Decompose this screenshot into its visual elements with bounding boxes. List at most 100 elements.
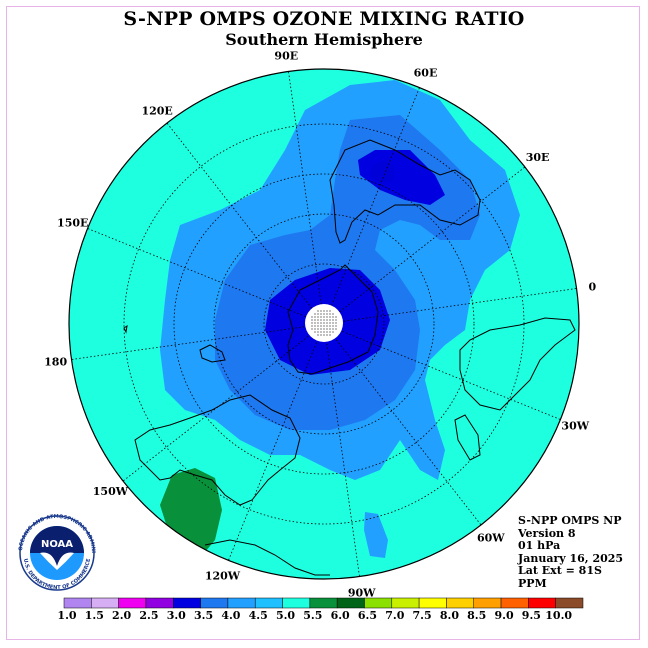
- polar-grid-dot: [314, 322, 316, 324]
- polar-grid-dot: [326, 334, 328, 336]
- polar-grid-dot: [332, 328, 334, 330]
- colorbar-label: 6.0: [331, 609, 350, 622]
- map-boundary: [68, 68, 580, 580]
- info-instrument: S-NPP OMPS NP: [518, 514, 622, 527]
- colorbar-swatch: [227, 597, 256, 609]
- colorbar-swatch: [173, 597, 201, 609]
- polar-grid-dot: [311, 325, 313, 327]
- colorbar-swatch: [500, 597, 529, 609]
- polar-grid-dot: [332, 325, 334, 327]
- colorbar-label: 6.5: [358, 609, 377, 622]
- polar-grid-dot: [320, 328, 322, 330]
- polar-grid-dot: [329, 310, 331, 312]
- colorbar-label: 3.5: [194, 609, 213, 622]
- info-version: Version 8: [518, 526, 576, 540]
- polar-grid-dot: [326, 316, 328, 318]
- polar-grid-dot: [332, 316, 334, 318]
- polar-grid-dot: [314, 319, 316, 321]
- polar-gap-grid: [311, 310, 337, 336]
- polar-grid-dot: [332, 313, 334, 315]
- info-level: 01 hPa: [518, 539, 561, 552]
- colorbar-label: 7.5: [413, 609, 432, 622]
- polar-grid-dot: [317, 319, 319, 321]
- polar-grid-dot: [332, 331, 334, 333]
- polar-grid-dot: [314, 328, 316, 330]
- polar-grid-dot: [332, 322, 334, 324]
- longitude-label: 60E: [414, 67, 438, 80]
- colorbar-label: 4.0: [221, 609, 240, 622]
- polar-grid-dot: [335, 328, 337, 330]
- longitude-label: 60W: [477, 532, 505, 545]
- polar-grid-dot: [311, 319, 313, 321]
- colorbar-label: 9.5: [522, 609, 541, 622]
- info-lat-ext: Lat Ext = 81S: [518, 564, 602, 577]
- longitude-label: 120W: [205, 569, 241, 582]
- polar-grid-dot: [320, 316, 322, 318]
- polar-grid-dot: [317, 331, 319, 333]
- polar-grid-dot: [314, 331, 316, 333]
- colorbar-label: 1.0: [57, 609, 76, 622]
- polar-grid-dot: [320, 334, 322, 336]
- longitude-label: 150W: [93, 485, 129, 498]
- info-panel: S-NPP OMPS NP Version 8 01 hPa January 1…: [518, 514, 623, 590]
- colorbar: 1.0 1.5 2.0 2.5 3.0 3.5 4.0 4.5 5.0 5.5 6.0 6.5 7.0 7…: [57, 597, 584, 622]
- polar-grid-dot: [329, 331, 331, 333]
- colorbar-swatch: [145, 597, 174, 609]
- contour-2-5: [370, 160, 395, 183]
- polar-grid-dot: [335, 319, 337, 321]
- page-subtitle: Southern Hemisphere: [225, 30, 423, 49]
- colorbar-label: 10.0: [545, 609, 572, 622]
- polar-grid-dot: [326, 331, 328, 333]
- polar-grid-dot: [335, 325, 337, 327]
- colorbar-swatch: [473, 597, 502, 609]
- polar-grid-dot: [323, 310, 325, 312]
- colorbar-label: 8.0: [440, 609, 459, 622]
- polar-grid-dot: [326, 328, 328, 330]
- polar-grid-dot: [326, 313, 328, 315]
- polar-grid-dot: [317, 334, 319, 336]
- longitude-label: 150E: [57, 216, 88, 229]
- colorbar-label: 5.0: [276, 609, 295, 622]
- latitude-circle: [173, 173, 475, 475]
- polar-grid-dot: [317, 310, 319, 312]
- page-title: S-NPP OMPS OZONE MIXING RATIO: [123, 8, 525, 30]
- colorbar-label: 2.0: [112, 609, 131, 622]
- longitude-label: 90W: [348, 586, 376, 599]
- polar-grid-dot: [326, 322, 328, 324]
- polar-grid-dot: [329, 316, 331, 318]
- polar-grid-dot: [329, 322, 331, 324]
- colorbar-swatch: [282, 597, 311, 609]
- polar-grid-dot: [335, 322, 337, 324]
- colorbar-label: 2.5: [139, 609, 158, 622]
- colorbar-swatch: [528, 597, 556, 609]
- polar-grid-dot: [326, 319, 328, 321]
- colorbar-swatch: [391, 597, 420, 609]
- polar-grid-dot: [329, 319, 331, 321]
- colorbar-swatch: [446, 597, 474, 609]
- polar-grid-dot: [314, 325, 316, 327]
- longitude-label: 180: [44, 356, 67, 369]
- colorbar-swatch: [63, 597, 92, 609]
- colorbar-swatch: [309, 597, 338, 609]
- longitude-label: 0: [589, 280, 597, 293]
- longitude-label: 30E: [526, 151, 550, 164]
- polar-grid-dot: [323, 325, 325, 327]
- polar-grid-dot: [314, 316, 316, 318]
- info-units: PPM: [518, 576, 547, 590]
- colorbar-swatch: [555, 597, 584, 609]
- latitude-circle: [123, 123, 525, 525]
- longitude-label: 120E: [141, 104, 172, 117]
- colorbar-label: 1.5: [85, 609, 104, 622]
- colorbar-swatch: [336, 597, 365, 609]
- polar-grid-dot: [311, 328, 313, 330]
- graticule: [71, 71, 577, 577]
- latitude-circle: [213, 213, 435, 435]
- polar-grid-dot: [317, 316, 319, 318]
- polar-grid-dot: [320, 325, 322, 327]
- polar-grid-dot: [323, 331, 325, 333]
- colorbar-swatch: [254, 597, 283, 609]
- polar-grid-dot: [329, 313, 331, 315]
- longitude-labels: 0 30E 60E 90E 120E 150E 180 150W 120W 90W 60W 30W: [44, 50, 596, 600]
- polar-grid-dot: [323, 328, 325, 330]
